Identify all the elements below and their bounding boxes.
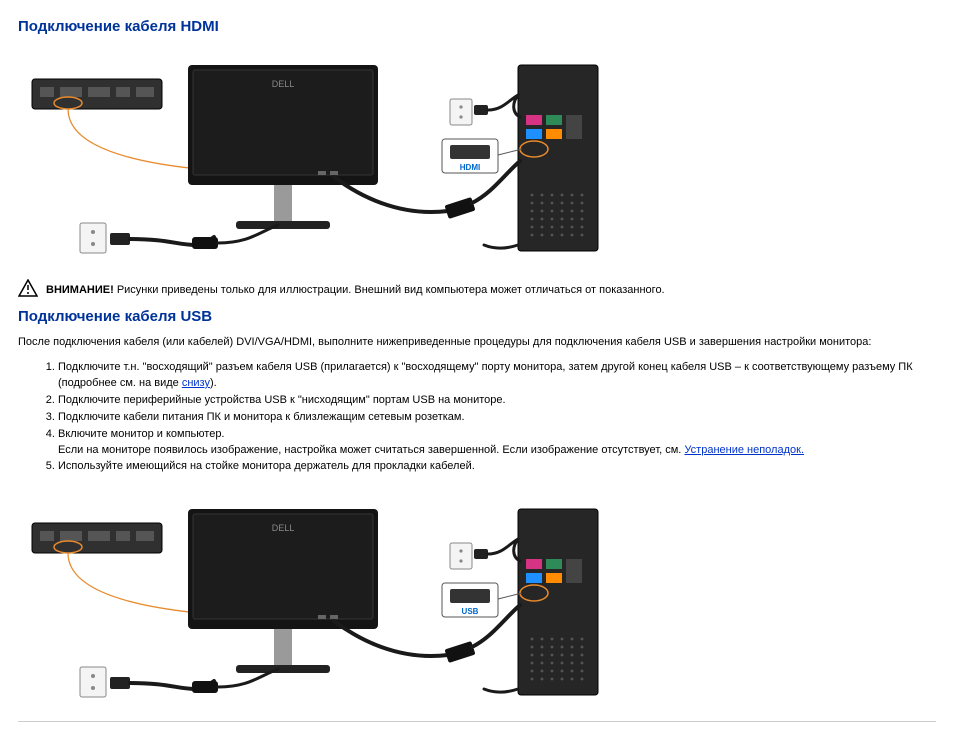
caution-text: ВНИМАНИЕ! Рисунки приведены только для и…: [46, 284, 665, 296]
svg-text:USB: USB: [462, 607, 479, 616]
step-item: Подключите периферийные устройства USB к…: [58, 393, 936, 409]
caution-icon: [18, 279, 38, 300]
step-item: Используйте имеющийся на стойке монитора…: [58, 459, 936, 475]
usb-intro: После подключения кабеля (или кабелей) D…: [18, 335, 936, 350]
section-title-hdmi: Подключение кабеля HDMI: [18, 18, 936, 35]
caution-label: ВНИМАНИЕ!: [46, 284, 114, 296]
step-text-post: ).: [210, 377, 217, 389]
step-item: Подключите т.н. "восходящий" разъем кабе…: [58, 360, 936, 392]
svg-text:DELL: DELL: [272, 523, 295, 533]
inline-link[interactable]: Устранение неполадок.: [684, 444, 804, 456]
diagram-usb: DELL USB: [18, 489, 936, 707]
inline-link[interactable]: снизу: [182, 377, 210, 389]
svg-text:HDMI: HDMI: [460, 163, 480, 172]
section-title-usb: Подключение кабеля USB: [18, 308, 936, 325]
caution-row: ВНИМАНИЕ! Рисунки приведены только для и…: [18, 279, 936, 300]
step-text: Используйте имеющийся на стойке монитора…: [58, 460, 475, 472]
separator: [18, 721, 936, 722]
step-text: Подключите кабели питания ПК и монитора …: [58, 411, 465, 423]
step-item: Подключите кабели питания ПК и монитора …: [58, 410, 936, 426]
caution-body: Рисунки приведены только для иллюстрации…: [117, 284, 665, 296]
svg-text:DELL: DELL: [272, 79, 295, 89]
connection-diagram-usb: DELL USB: [18, 489, 628, 704]
step-text: Включите монитор и компьютер.Если на мон…: [58, 428, 684, 456]
usb-steps-list: Подключите т.н. "восходящий" разъем кабе…: [36, 360, 936, 476]
step-text: Подключите периферийные устройства USB к…: [58, 394, 506, 406]
diagram-hdmi: DELL HDMI: [18, 45, 936, 263]
step-item: Включите монитор и компьютер.Если на мон…: [58, 427, 936, 459]
connection-diagram-hdmi: DELL HDMI: [18, 45, 628, 260]
